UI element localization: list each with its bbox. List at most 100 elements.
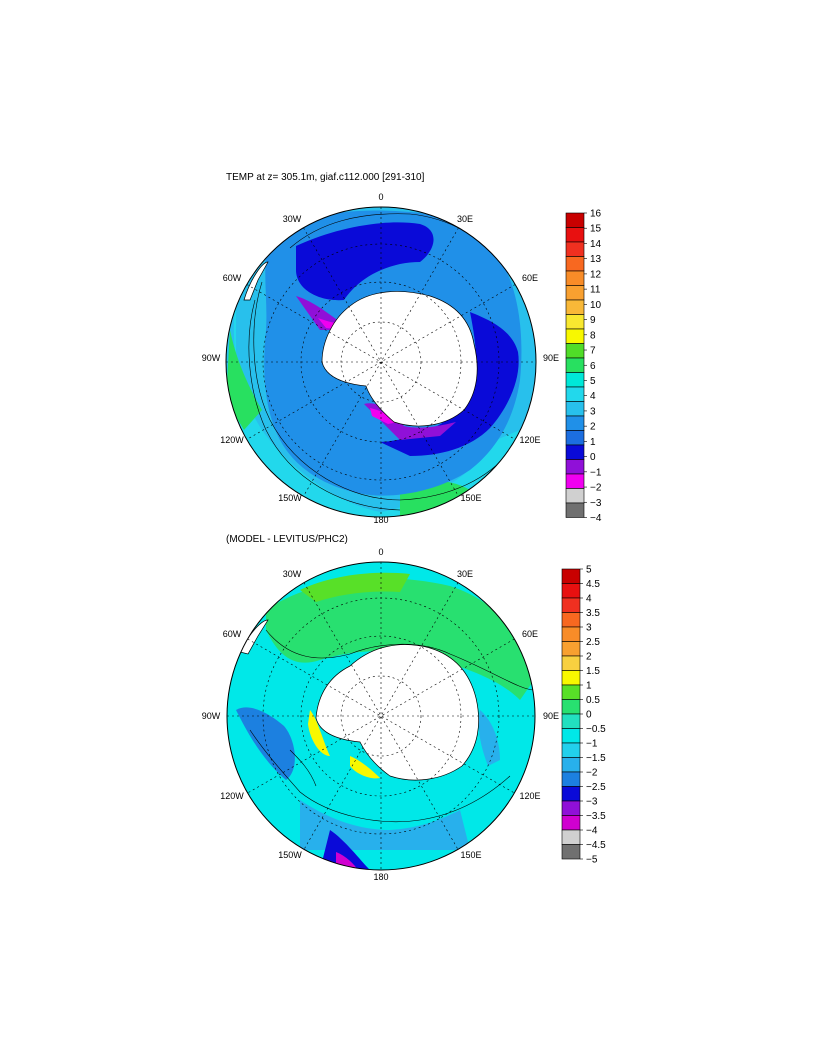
lon-label-60w: 60W bbox=[223, 273, 242, 283]
colorbar-swatch bbox=[565, 328, 585, 344]
colorbar-swatch bbox=[561, 684, 581, 700]
colorbar-label: 3 bbox=[586, 623, 592, 634]
lon-label-150e: 150E bbox=[460, 850, 481, 860]
colorbar-swatch bbox=[561, 641, 581, 657]
anomaly-field bbox=[227, 562, 535, 870]
colorbar-label: 4 bbox=[590, 391, 596, 402]
colorbar-swatch bbox=[565, 357, 585, 373]
field-warm-ross bbox=[350, 756, 380, 779]
colorbar-swatch bbox=[565, 415, 585, 431]
field-cold-anomaly-south bbox=[320, 830, 370, 870]
lon-label-120e: 120E bbox=[519, 791, 540, 801]
antarctica-landmass bbox=[321, 291, 478, 427]
colorbar-label: −4 bbox=[586, 826, 598, 837]
longitude-labels: 0 30E 60E 90E 120E 150E 180 150W 120W 90… bbox=[202, 192, 559, 525]
lon-label-30w: 30W bbox=[283, 569, 302, 579]
colorbar-swatch bbox=[561, 786, 581, 802]
lon-label-30e: 30E bbox=[457, 569, 473, 579]
lon-label-150w: 150W bbox=[278, 493, 302, 503]
colorbar-swatch bbox=[561, 583, 581, 599]
colorbar-label: −1 bbox=[586, 739, 598, 750]
colorbar-label: 3 bbox=[590, 406, 596, 417]
colorbar-label: −1 bbox=[590, 467, 602, 478]
lon-label-150w: 150W bbox=[278, 850, 302, 860]
colorbar-label: −2 bbox=[590, 483, 602, 494]
colorbar-label: 12 bbox=[590, 269, 602, 280]
colorbar-swatch bbox=[565, 444, 585, 460]
colorbar-label: −5 bbox=[586, 855, 598, 866]
colorbar-label: 10 bbox=[590, 300, 602, 311]
lon-label-0: 0 bbox=[378, 547, 383, 557]
lon-label-120w: 120W bbox=[220, 435, 244, 445]
colorbar-swatch bbox=[561, 815, 581, 831]
colorbar-label: −3 bbox=[586, 797, 598, 808]
colorbar-swatch bbox=[565, 212, 585, 228]
colorbar-swatch bbox=[561, 728, 581, 744]
field-negative-south bbox=[300, 800, 470, 850]
graticule bbox=[227, 562, 535, 870]
field-coldest-ross bbox=[370, 408, 398, 424]
map-title: (MODEL - LEVITUS/PHC2) bbox=[226, 534, 348, 545]
map-title: TEMP at z= 305.1m, giaf.c112.000 [291-31… bbox=[226, 172, 425, 183]
temperature-map-panel: TEMP at z= 305.1m, giaf.c112.000 [291-31… bbox=[202, 172, 602, 525]
colorbar-label: 8 bbox=[590, 330, 596, 341]
lon-label-120w: 120W bbox=[220, 791, 244, 801]
colorbar-label: 4.5 bbox=[586, 579, 600, 590]
lon-label-30e: 30E bbox=[457, 214, 473, 224]
lon-label-150e: 150E bbox=[460, 493, 481, 503]
anomaly-map-panel: (MODEL - LEVITUS/PHC2) bbox=[0, 530, 818, 890]
colorbar-label: 0 bbox=[586, 710, 592, 721]
colorbar-label: 13 bbox=[590, 254, 602, 265]
colorbar-swatch bbox=[565, 314, 585, 330]
colorbar-swatch bbox=[561, 626, 581, 642]
colorbar-label: 1 bbox=[590, 437, 596, 448]
contour-lines bbox=[249, 629, 535, 822]
colorbar-label: 16 bbox=[590, 209, 602, 220]
colorbar-swatch bbox=[561, 655, 581, 671]
colorbar-swatch bbox=[561, 568, 581, 584]
colorbar-swatch bbox=[561, 800, 581, 816]
graticule bbox=[226, 207, 536, 517]
map-boundary bbox=[226, 561, 536, 871]
colorbar-label: −4 bbox=[590, 513, 602, 524]
colorbar-label: 5 bbox=[586, 565, 592, 576]
longitude-labels: 0 30E 60E 90E 120E 150E 180 150W 120W 90… bbox=[202, 547, 559, 882]
colorbar-label: 0 bbox=[590, 452, 596, 463]
colorbar-swatch bbox=[565, 270, 585, 286]
colorbar-label: 4 bbox=[586, 594, 592, 605]
colorbar-label: −0.5 bbox=[586, 724, 606, 735]
colorbar-swatch bbox=[565, 386, 585, 402]
colorbar-label: −3 bbox=[590, 498, 602, 509]
lon-label-180: 180 bbox=[373, 515, 388, 525]
field-negative-east bbox=[478, 710, 500, 766]
south-america-landmass bbox=[243, 261, 269, 301]
colorbar-swatch bbox=[561, 829, 581, 845]
colorbar-label: −4.5 bbox=[586, 840, 606, 851]
antarctica-landmass bbox=[315, 644, 479, 781]
lon-label-90e: 90E bbox=[543, 711, 559, 721]
colorbar-label: 15 bbox=[590, 224, 602, 235]
colorbar-swatch bbox=[561, 670, 581, 686]
colorbar-swatch bbox=[565, 502, 585, 518]
map-boundary bbox=[225, 206, 537, 518]
lon-label-90w: 90W bbox=[202, 353, 221, 363]
colorbar-swatch bbox=[565, 227, 585, 243]
field-warm-west bbox=[308, 710, 330, 756]
colorbar-swatch bbox=[561, 597, 581, 613]
colorbar-label: 5 bbox=[590, 376, 596, 387]
colorbar-swatch bbox=[565, 430, 585, 446]
colorbar-swatch bbox=[561, 713, 581, 729]
lon-label-60e: 60E bbox=[522, 629, 538, 639]
colorbar-swatch bbox=[565, 285, 585, 301]
colorbar-swatch bbox=[565, 459, 585, 475]
lon-label-90w: 90W bbox=[202, 711, 221, 721]
colorbar-swatch bbox=[561, 757, 581, 773]
field-cold-core-west bbox=[296, 222, 434, 301]
colorbar-label: 2 bbox=[586, 652, 592, 663]
temperature-polar-map: 0 30E 60E 90E 120E 150E 180 150W 120W 90… bbox=[202, 192, 602, 525]
colorbar-label: −1.5 bbox=[586, 753, 606, 764]
colorbar-swatch bbox=[565, 299, 585, 315]
field-positive-north bbox=[266, 578, 534, 700]
colorbar-label: 1 bbox=[586, 681, 592, 692]
